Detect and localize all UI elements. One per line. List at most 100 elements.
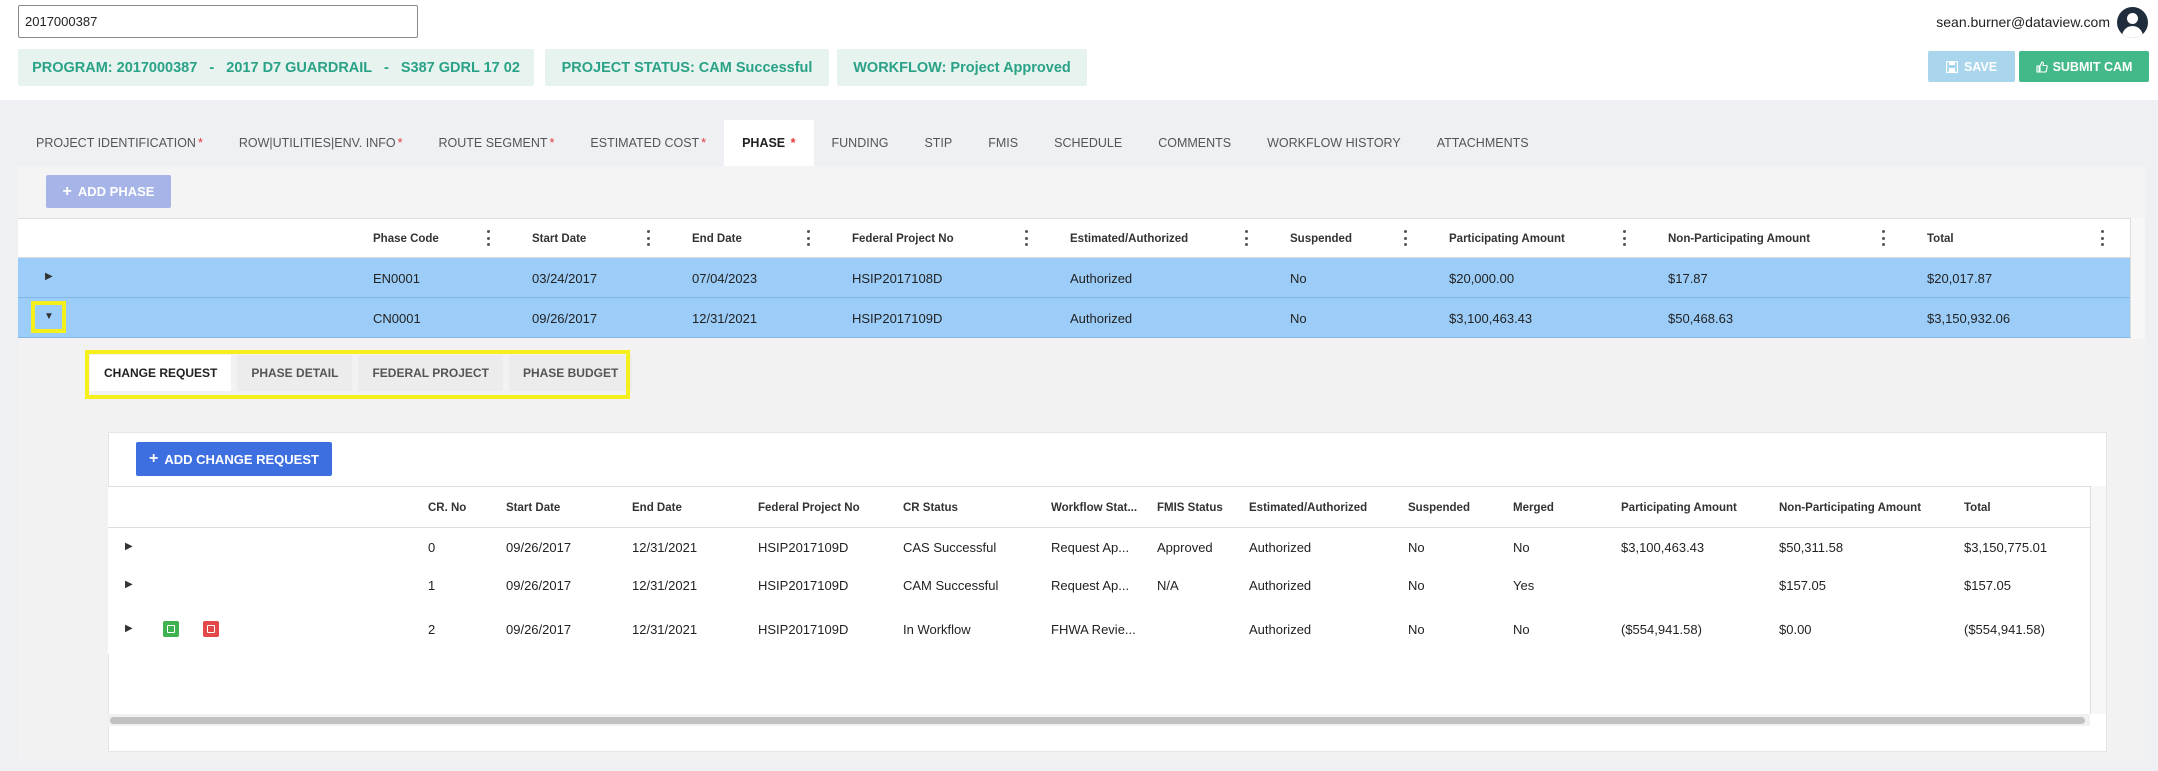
tab-label: ROUTE SEGMENT (438, 136, 548, 150)
table-row[interactable]: ▶ 2 09/26/2017 12/31/2021 HSIP2017109D I… (108, 604, 2090, 654)
required-marker: * (790, 136, 796, 150)
phase-row[interactable]: ▶ EN0001 03/24/2017 07/04/2023 HSIP20171… (18, 258, 2145, 298)
cell: 09/26/2017 (506, 621, 572, 637)
add-phase-button[interactable]: + ADD PHASE (46, 175, 171, 208)
column-header[interactable]: CR Status (903, 502, 958, 514)
column-header[interactable]: Workflow Stat... (1051, 502, 1138, 514)
required-marker: * (397, 136, 403, 150)
add-change-request-button[interactable]: + ADD CHANGE REQUEST (136, 442, 332, 476)
column-header[interactable]: Estimated/Authorized (1249, 502, 1368, 514)
cell: Request Ap... (1051, 539, 1130, 555)
subtab-phase-budget[interactable]: PHASE BUDGET (508, 355, 633, 391)
column-header[interactable]: FMIS Status (1157, 502, 1223, 514)
tab-stip[interactable]: STIP (906, 120, 970, 166)
column-header[interactable]: Start Date (506, 502, 561, 514)
cell: Authorized (1249, 539, 1312, 555)
cell: CAM Successful (903, 577, 999, 593)
column-header[interactable]: Non-Participating Amount (1779, 502, 1922, 514)
column-header[interactable]: Start Date (532, 233, 587, 245)
tab-phase[interactable]: PHASE * (724, 120, 814, 166)
cancel-icon[interactable] (203, 621, 219, 637)
change-request-horizontal-scrollbar[interactable] (108, 714, 2090, 726)
column-header[interactable]: Suspended (1408, 502, 1470, 514)
cell: In Workflow (903, 621, 971, 637)
caret-right-icon[interactable]: ▶ (125, 579, 133, 590)
tab-workflow-history[interactable]: WORKFLOW HISTORY (1249, 120, 1419, 166)
tab-attachments[interactable]: ATTACHMENTS (1419, 120, 1547, 166)
subtab-phase-detail[interactable]: PHASE DETAIL (237, 355, 353, 391)
tab-project-identification[interactable]: PROJECT IDENTIFICATION * (18, 120, 221, 166)
cell: Authorized (1249, 577, 1312, 593)
column-header[interactable]: CR. No (428, 502, 467, 514)
cell: HSIP2017109D (758, 539, 849, 555)
caret-down-icon[interactable]: ▼ (44, 311, 54, 322)
column-header[interactable]: Participating Amount (1621, 502, 1737, 514)
cell: Approved (1157, 539, 1213, 555)
column-header[interactable]: Estimated/Authorized (1070, 233, 1189, 245)
kebab-menu-icon[interactable] (1623, 230, 1627, 246)
column-header[interactable]: End Date (692, 233, 742, 245)
cell: $0.00 (1779, 621, 1812, 637)
cell: Authorized (1070, 270, 1133, 286)
cell: 1 (428, 577, 436, 593)
tab-fmis[interactable]: FMIS (970, 120, 1036, 166)
tab-label: FMIS (988, 136, 1019, 150)
tab-schedule[interactable]: SCHEDULE (1036, 120, 1140, 166)
search-input[interactable] (18, 5, 418, 38)
subtab-change-request[interactable]: CHANGE REQUEST (90, 355, 232, 391)
tab-label: STIP (924, 136, 953, 150)
kebab-menu-icon[interactable] (1025, 230, 1029, 246)
save-button[interactable]: SAVE (1928, 51, 2015, 82)
kebab-menu-icon[interactable] (807, 230, 811, 246)
cell: $157.05 (1964, 577, 2011, 593)
column-header[interactable]: Participating Amount (1449, 233, 1565, 245)
change-request-vertical-scrollbar[interactable] (2090, 486, 2106, 714)
kebab-menu-icon[interactable] (1404, 230, 1408, 246)
submit-cam-button[interactable]: SUBMIT CAM (2019, 51, 2149, 82)
column-header[interactable]: Total (1927, 233, 1954, 245)
kebab-menu-icon[interactable] (2101, 230, 2105, 246)
column-header[interactable]: Merged (1513, 502, 1554, 514)
column-header[interactable]: Federal Project No (758, 502, 860, 514)
cell: $3,100,463.43 (1621, 539, 1705, 555)
kebab-menu-icon[interactable] (487, 230, 491, 246)
cell: No (1513, 621, 1530, 637)
column-header[interactable]: Suspended (1290, 233, 1352, 245)
subtab-federal-project[interactable]: FEDERAL PROJECT (358, 355, 503, 391)
tab-row-utilities-env-info[interactable]: ROW|UTILITIES|ENV. INFO * (221, 120, 421, 166)
highlight-box (31, 301, 66, 333)
scrollbar-thumb[interactable] (110, 717, 2085, 724)
edit-icon[interactable] (163, 621, 179, 637)
cell: 09/26/2017 (506, 577, 572, 593)
kebab-menu-icon[interactable] (1245, 230, 1249, 246)
cell: $17.87 (1668, 270, 1708, 286)
column-header[interactable]: End Date (632, 502, 682, 514)
floppy-disk-icon (1945, 60, 1958, 73)
submit-cam-label: SUBMIT CAM (2052, 59, 2133, 74)
kebab-menu-icon[interactable] (647, 230, 651, 246)
column-header[interactable]: Phase Code (373, 233, 439, 245)
tab-route-segment[interactable]: ROUTE SEGMENT * (420, 120, 572, 166)
column-header[interactable]: Non-Participating Amount (1668, 233, 1811, 245)
tab-label: ROW|UTILITIES|ENV. INFO (238, 136, 396, 150)
phase-grid-scrollbar[interactable] (2130, 218, 2145, 339)
tab-estimated-cost[interactable]: ESTIMATED COST * (572, 120, 724, 166)
required-marker: * (701, 136, 707, 150)
phase-row-selected[interactable]: ▼ CN0001 09/26/2017 12/31/2021 HSIP20171… (18, 298, 2145, 338)
caret-right-icon[interactable]: ▶ (125, 623, 133, 634)
column-header[interactable]: Federal Project No (852, 233, 954, 245)
caret-right-icon[interactable]: ▶ (45, 271, 53, 282)
cell: 2 (428, 621, 436, 637)
cell: HSIP2017109D (852, 310, 943, 326)
cell: CN0001 (373, 310, 421, 326)
user-avatar-icon[interactable] (2117, 7, 2148, 38)
cell: 0 (428, 539, 436, 555)
table-row[interactable]: ▶ 1 09/26/2017 12/31/2021 HSIP2017109D C… (108, 566, 2090, 604)
kebab-menu-icon[interactable] (1882, 230, 1886, 246)
tab-funding[interactable]: FUNDING (814, 120, 907, 166)
column-header[interactable]: Total (1964, 502, 1991, 514)
table-row[interactable]: ▶ 0 09/26/2017 12/31/2021 HSIP2017109D C… (108, 528, 2090, 566)
tab-comments[interactable]: COMMENTS (1140, 120, 1249, 166)
add-change-request-label: ADD CHANGE REQUEST (164, 451, 319, 467)
caret-right-icon[interactable]: ▶ (125, 541, 133, 552)
